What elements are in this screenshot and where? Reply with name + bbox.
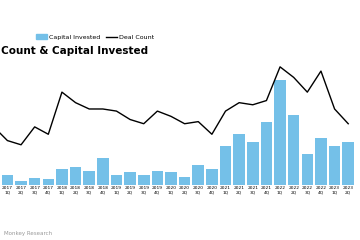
Bar: [220, 146, 231, 185]
Bar: [97, 157, 109, 185]
Legend: Capital Invested, Deal Count: Capital Invested, Deal Count: [33, 32, 157, 42]
Bar: [206, 169, 218, 185]
Bar: [247, 142, 258, 185]
Bar: [124, 172, 136, 185]
Bar: [165, 172, 177, 185]
Bar: [193, 165, 204, 185]
Bar: [15, 181, 27, 185]
Bar: [233, 134, 245, 185]
Bar: [70, 167, 81, 185]
Bar: [29, 178, 40, 185]
Bar: [152, 171, 163, 185]
Bar: [56, 169, 68, 185]
Bar: [302, 154, 313, 185]
Bar: [315, 138, 327, 185]
Bar: [111, 175, 122, 185]
Bar: [138, 175, 149, 185]
Text: Deal Count & Capital Invested: Deal Count & Capital Invested: [0, 47, 148, 56]
Bar: [84, 171, 95, 185]
Bar: [42, 179, 54, 185]
Bar: [261, 122, 272, 185]
Bar: [329, 146, 341, 185]
Bar: [179, 177, 190, 185]
Text: Monkey Research: Monkey Research: [4, 231, 52, 236]
Bar: [342, 142, 354, 185]
Bar: [1, 175, 13, 185]
Bar: [274, 79, 286, 185]
Bar: [288, 115, 300, 185]
